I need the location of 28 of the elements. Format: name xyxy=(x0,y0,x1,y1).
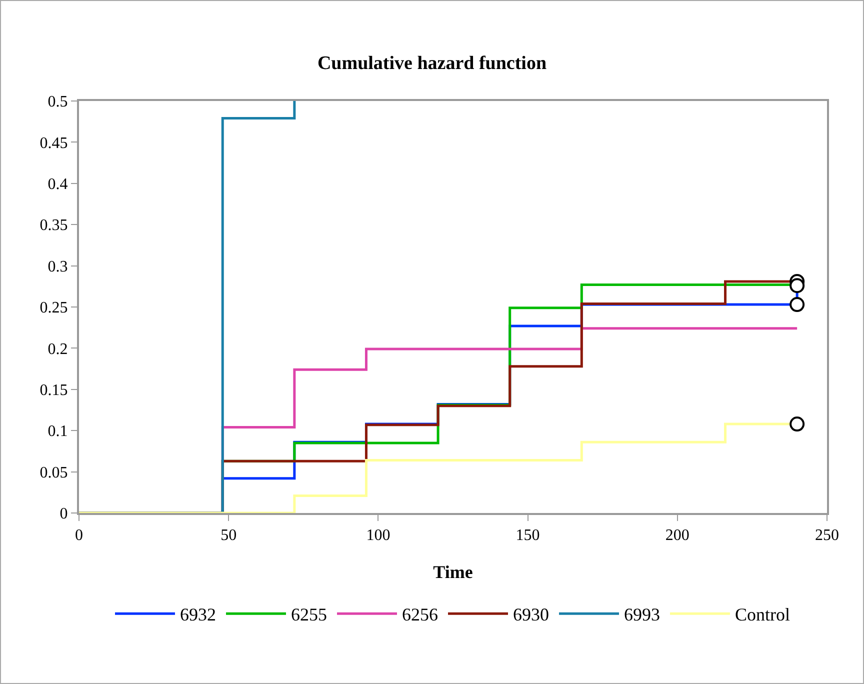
x-tick-label: 200 xyxy=(665,527,690,544)
legend-label: Control xyxy=(735,604,790,625)
y-tick-label: 0.05 xyxy=(40,464,68,482)
y-tick-label: 0.2 xyxy=(48,340,68,358)
legend-label: 6256 xyxy=(402,604,438,625)
chart-title: Cumulative hazard function xyxy=(317,52,547,74)
point xyxy=(790,297,805,312)
y-tick-label: 0.4 xyxy=(48,176,68,193)
x-tick-label: 50 xyxy=(220,527,237,544)
x-tick-label: 250 xyxy=(815,527,839,544)
y-tick-label: 0.5 xyxy=(48,94,68,111)
y-tick-label: 0.25 xyxy=(40,300,68,317)
legend-label: 6932 xyxy=(180,604,216,625)
y-tick-label: 0.1 xyxy=(48,423,68,440)
y-tick-label: 0.3 xyxy=(48,258,68,276)
x-tick-label: 100 xyxy=(366,527,390,544)
x-axis-title: Time xyxy=(433,562,473,582)
x-tick-label: 150 xyxy=(516,527,540,544)
point xyxy=(790,278,805,294)
y-tick-label: 0.45 xyxy=(40,134,68,152)
legend-label: 6255 xyxy=(291,604,327,625)
legend-label: 6993 xyxy=(624,604,660,625)
y-tick-label: 0.15 xyxy=(40,382,68,399)
legend-label: 6930 xyxy=(513,604,549,625)
y-tick-label: 0 xyxy=(60,506,68,523)
point xyxy=(790,416,805,432)
y-tick-label: 0.35 xyxy=(40,217,68,234)
x-tick-label: 0 xyxy=(75,527,83,544)
